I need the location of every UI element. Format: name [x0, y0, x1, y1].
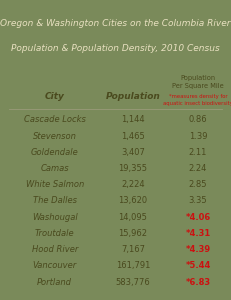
Text: 19,355: 19,355 [118, 164, 147, 173]
Text: Cascade Locks: Cascade Locks [24, 116, 86, 124]
Text: 14,095: 14,095 [119, 213, 147, 222]
Text: 15,962: 15,962 [118, 229, 147, 238]
Text: 3,407: 3,407 [121, 148, 145, 157]
Text: Population & Population Density, 2010 Census: Population & Population Density, 2010 Ce… [11, 44, 220, 53]
Text: 1,465: 1,465 [121, 132, 145, 141]
Text: Stevenson: Stevenson [33, 132, 77, 141]
Text: City: City [45, 92, 65, 101]
Text: Population: Population [106, 92, 160, 101]
Text: Washougal: Washougal [32, 213, 78, 222]
Text: aquatic insect biodiversity: aquatic insect biodiversity [163, 101, 231, 106]
Text: 2,224: 2,224 [121, 180, 145, 189]
Text: The Dalles: The Dalles [33, 196, 77, 206]
Text: Oregon & Washington Cities on the Columbia River: Oregon & Washington Cities on the Columb… [0, 19, 231, 28]
Text: 7,167: 7,167 [121, 245, 145, 254]
Text: Hood River: Hood River [31, 245, 78, 254]
Text: 583,776: 583,776 [116, 278, 150, 286]
Text: 13,620: 13,620 [118, 196, 147, 206]
Text: *4.31: *4.31 [185, 229, 211, 238]
Text: White Salmon: White Salmon [26, 180, 84, 189]
Text: *4.06: *4.06 [185, 213, 211, 222]
Text: 2.11: 2.11 [189, 148, 207, 157]
Text: *5.44: *5.44 [185, 261, 211, 270]
Text: *6.83: *6.83 [185, 278, 211, 286]
Text: 161,791: 161,791 [116, 261, 150, 270]
Text: Vancouver: Vancouver [33, 261, 77, 270]
Text: 1.39: 1.39 [189, 132, 207, 141]
Text: Camas: Camas [40, 164, 69, 173]
Text: *4.39: *4.39 [185, 245, 211, 254]
Text: 2.24: 2.24 [189, 164, 207, 173]
Text: Troutdale: Troutdale [35, 229, 75, 238]
Text: *measures density for: *measures density for [169, 94, 227, 99]
Text: Portland: Portland [37, 278, 72, 286]
Text: Population: Population [180, 75, 216, 81]
Text: Per Square Mile: Per Square Mile [172, 83, 224, 89]
Text: Goldendale: Goldendale [31, 148, 79, 157]
Text: 2.85: 2.85 [189, 180, 207, 189]
Text: 0.86: 0.86 [189, 116, 207, 124]
Text: 1,144: 1,144 [121, 116, 145, 124]
Text: 3.35: 3.35 [189, 196, 207, 206]
